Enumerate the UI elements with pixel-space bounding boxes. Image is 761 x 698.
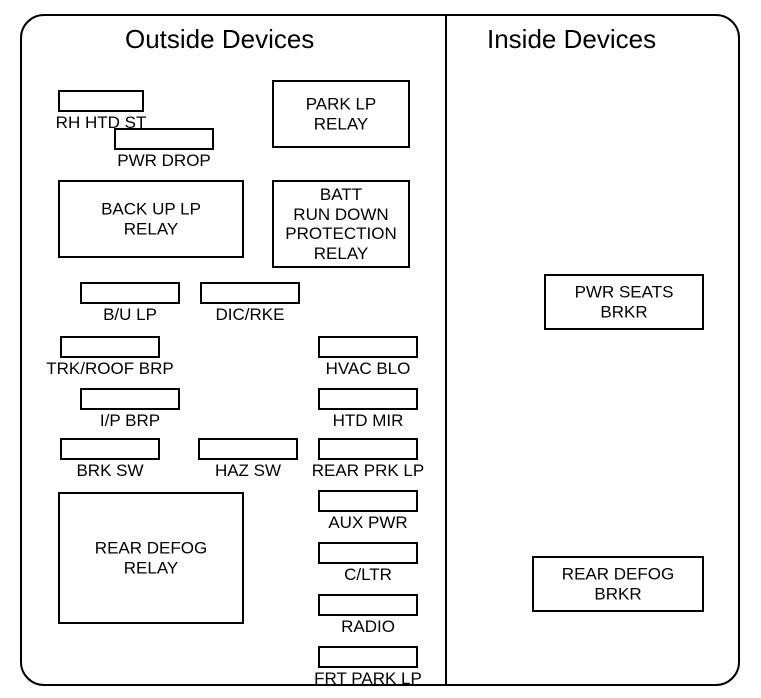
frt-park-lp-fuse xyxy=(318,646,418,668)
c-ltr-label: C/LTR xyxy=(344,565,392,585)
ip-brp-label: I/P BRP xyxy=(100,411,160,431)
aux-pwr-label: AUX PWR xyxy=(328,513,407,533)
bu-lp-label: B/U LP xyxy=(103,305,157,325)
rear-defog-relay-relay: REAR DEFOGRELAY xyxy=(58,492,244,624)
pwr-drop-fuse xyxy=(114,128,214,150)
brk-sw-fuse xyxy=(60,438,160,460)
rh-htd-st-fuse xyxy=(58,90,144,112)
back-up-lp-relay-relay: BACK UP LPRELAY xyxy=(58,180,244,258)
rear-defog-relay-label: REAR DEFOGRELAY xyxy=(95,538,207,577)
outside-devices-title: Outside Devices xyxy=(125,24,314,55)
dic-rke-fuse xyxy=(200,282,300,304)
dic-rke-label: DIC/RKE xyxy=(216,305,285,325)
haz-sw-fuse xyxy=(198,438,298,460)
aux-pwr-fuse xyxy=(318,490,418,512)
panel-divider xyxy=(445,14,447,686)
radio-fuse xyxy=(318,594,418,616)
rear-defog-brkr-breaker: REAR DEFOGBRKR xyxy=(532,556,704,612)
park-lp-relay-label: PARK LPRELAY xyxy=(306,94,377,133)
trk-roof-brp-fuse xyxy=(60,336,160,358)
radio-label: RADIO xyxy=(341,617,395,637)
rear-defog-brkr-label: REAR DEFOGBRKR xyxy=(562,564,674,603)
park-lp-relay-relay: PARK LPRELAY xyxy=(272,80,410,148)
rear-prk-lp-fuse xyxy=(318,438,418,460)
pwr-seats-brkr-label: PWR SEATSBRKR xyxy=(575,282,674,321)
inside-devices-title: Inside Devices xyxy=(487,24,656,55)
htd-mir-fuse xyxy=(318,388,418,410)
trk-roof-brp-label: TRK/ROOF BRP xyxy=(46,359,174,379)
frt-park-lp-label: FRT PARK LP xyxy=(314,669,422,689)
batt-rundown-relay-label: BATTRUN DOWNPROTECTIONRELAY xyxy=(285,185,396,263)
ip-brp-fuse xyxy=(80,388,180,410)
hvac-blo-fuse xyxy=(318,336,418,358)
pwr-seats-brkr-breaker: PWR SEATSBRKR xyxy=(544,274,704,330)
rear-prk-lp-label: REAR PRK LP xyxy=(312,461,424,481)
back-up-lp-relay-label: BACK UP LPRELAY xyxy=(101,199,201,238)
htd-mir-label: HTD MIR xyxy=(333,411,404,431)
haz-sw-label: HAZ SW xyxy=(215,461,281,481)
pwr-drop-label: PWR DROP xyxy=(117,151,211,171)
bu-lp-fuse xyxy=(80,282,180,304)
c-ltr-fuse xyxy=(318,542,418,564)
hvac-blo-label: HVAC BLO xyxy=(326,359,411,379)
brk-sw-label: BRK SW xyxy=(76,461,143,481)
fuse-diagram-canvas: Outside Devices Inside Devices PARK LPRE… xyxy=(0,0,761,698)
batt-rundown-relay-relay: BATTRUN DOWNPROTECTIONRELAY xyxy=(272,180,410,268)
